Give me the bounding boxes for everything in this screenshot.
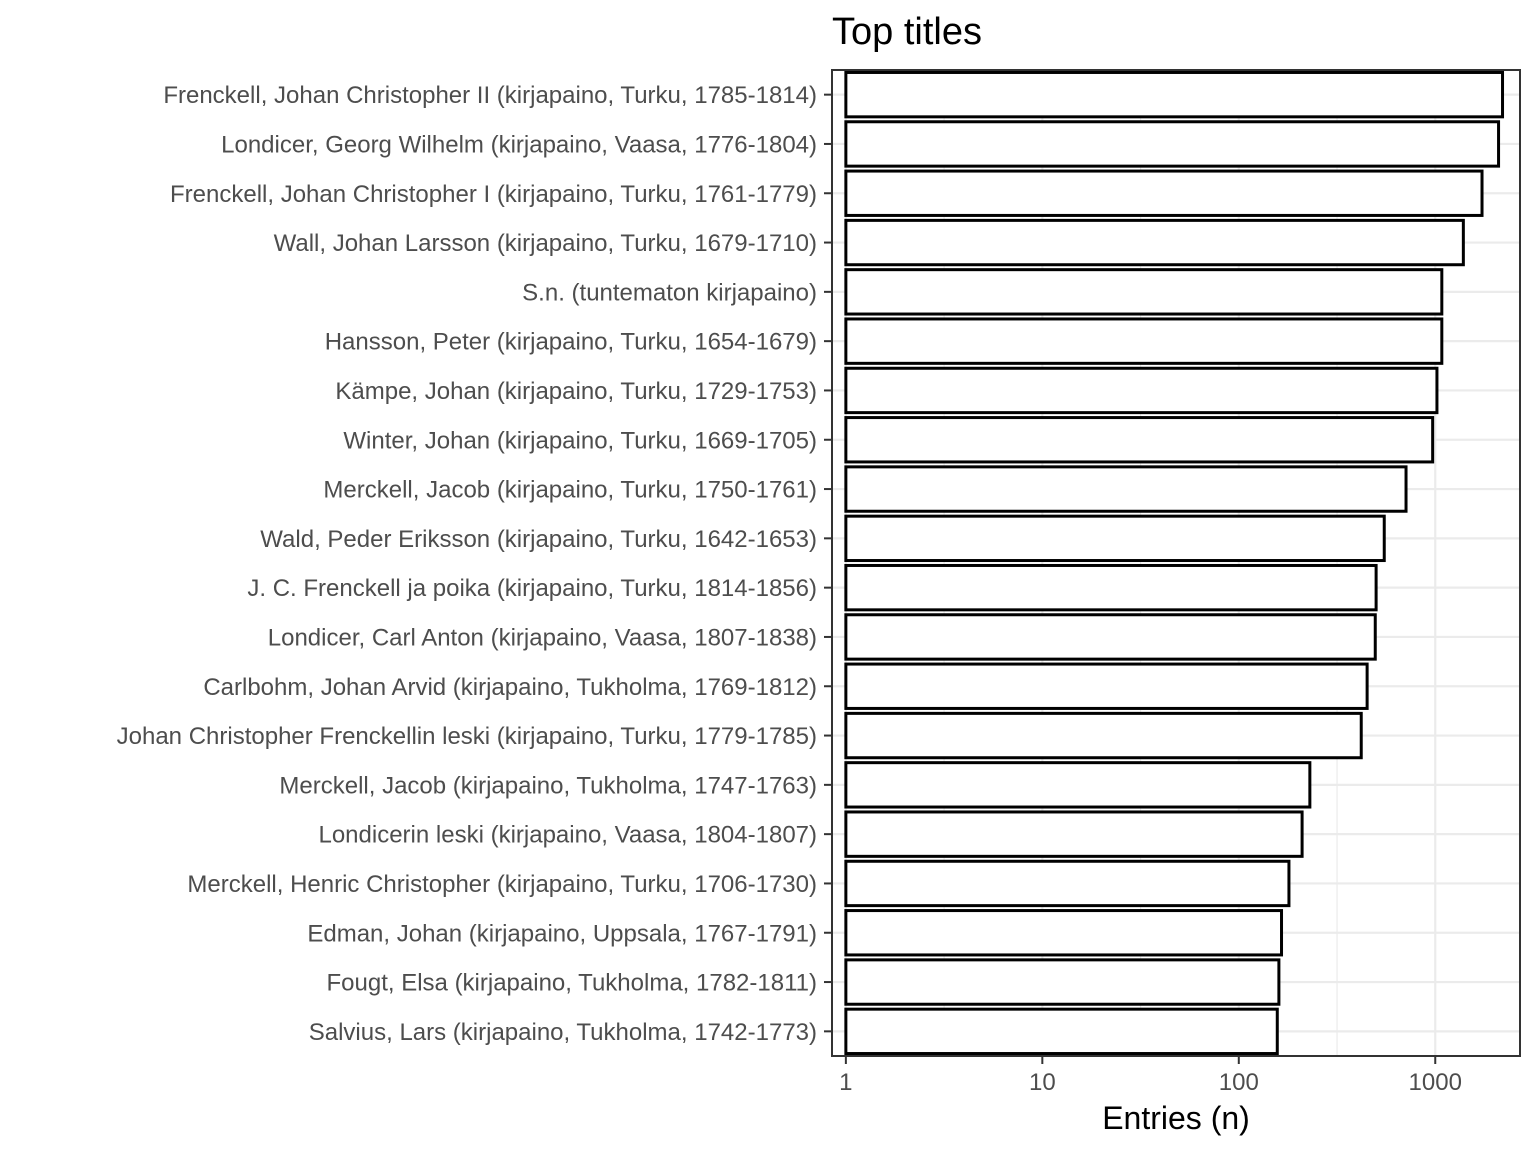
bar bbox=[844, 465, 1408, 513]
y-tick-label: Londicer, Carl Anton (kirjapaino, Vaasa,… bbox=[268, 624, 817, 651]
x-tick-label: 1000 bbox=[1409, 1069, 1462, 1096]
y-tick-label: Wald, Peder Eriksson (kirjapaino, Turku,… bbox=[260, 526, 817, 553]
y-tick-label: Edman, Johan (kirjapaino, Uppsala, 1767-… bbox=[307, 920, 817, 947]
y-tick-label: Hansson, Peter (kirjapaino, Turku, 1654-… bbox=[325, 329, 817, 356]
y-tick-label: Londicer, Georg Wilhelm (kirjapaino, Vaa… bbox=[221, 131, 817, 158]
bar bbox=[844, 810, 1304, 858]
y-tick-label: Frenckell, Johan Christopher II (kirjapa… bbox=[163, 82, 817, 109]
bar bbox=[844, 317, 1444, 365]
bar bbox=[844, 120, 1501, 168]
bar bbox=[844, 366, 1439, 415]
x-axis: 1 10 100 1000 bbox=[839, 1056, 1462, 1096]
y-axis: Frenckell, Johan Christopher II (kirjapa… bbox=[117, 82, 832, 1046]
bar bbox=[844, 218, 1465, 267]
bar bbox=[844, 761, 1312, 809]
y-tick-label: Fougt, Elsa (kirjapaino, Tukholma, 1782-… bbox=[327, 970, 818, 997]
y-tick-label: J. C. Frenckell ja poika (kirjapaino, Tu… bbox=[247, 575, 817, 602]
bar bbox=[844, 70, 1505, 119]
x-tick-label: 10 bbox=[1029, 1069, 1056, 1096]
bar bbox=[844, 1007, 1279, 1056]
bar bbox=[844, 909, 1284, 957]
bar bbox=[844, 613, 1377, 661]
x-axis-title: Entries (n) bbox=[1102, 1100, 1250, 1136]
grid bbox=[832, 70, 1520, 1056]
panel-border bbox=[831, 69, 1521, 1057]
y-tick-label: S.n. (tuntematon kirjapaino) bbox=[522, 279, 817, 306]
y-tick-label: Merckell, Jacob (kirjapaino, Turku, 1750… bbox=[323, 477, 817, 504]
y-tick-label: Londicerin leski (kirjapaino, Vaasa, 180… bbox=[318, 822, 817, 849]
y-tick-label: Merckell, Henric Christopher (kirjapaino… bbox=[187, 871, 817, 898]
y-tick-label: Merckell, Jacob (kirjapaino, Tukholma, 1… bbox=[279, 772, 817, 799]
bar bbox=[844, 662, 1369, 710]
y-tick-label: Carlbohm, Johan Arvid (kirjapaino, Tukho… bbox=[203, 674, 817, 701]
bar bbox=[844, 958, 1281, 1006]
y-tick-label: Johan Christopher Frenckellin leski (kir… bbox=[117, 723, 817, 750]
y-tick-label: Winter, Johan (kirjapaino, Turku, 1669-1… bbox=[343, 427, 817, 454]
x-tick-label: 1 bbox=[839, 1069, 852, 1096]
bar bbox=[844, 711, 1363, 760]
chart-title: Top titles bbox=[832, 11, 982, 53]
bar bbox=[844, 416, 1435, 464]
y-tick-label: Wall, Johan Larsson (kirjapaino, Turku, … bbox=[274, 230, 817, 257]
bar bbox=[844, 859, 1291, 908]
y-tick-label: Salvius, Lars (kirjapaino, Tukholma, 174… bbox=[309, 1019, 817, 1046]
x-tick-label: 100 bbox=[1219, 1069, 1259, 1096]
bar bbox=[844, 514, 1386, 563]
bar bbox=[844, 563, 1378, 612]
bar bbox=[844, 169, 1484, 217]
y-tick-label: Kämpe, Johan (kirjapaino, Turku, 1729-17… bbox=[335, 378, 817, 405]
bars bbox=[844, 70, 1505, 1056]
bar bbox=[844, 268, 1444, 316]
y-tick-label: Frenckell, Johan Christopher I (kirjapai… bbox=[170, 181, 817, 208]
